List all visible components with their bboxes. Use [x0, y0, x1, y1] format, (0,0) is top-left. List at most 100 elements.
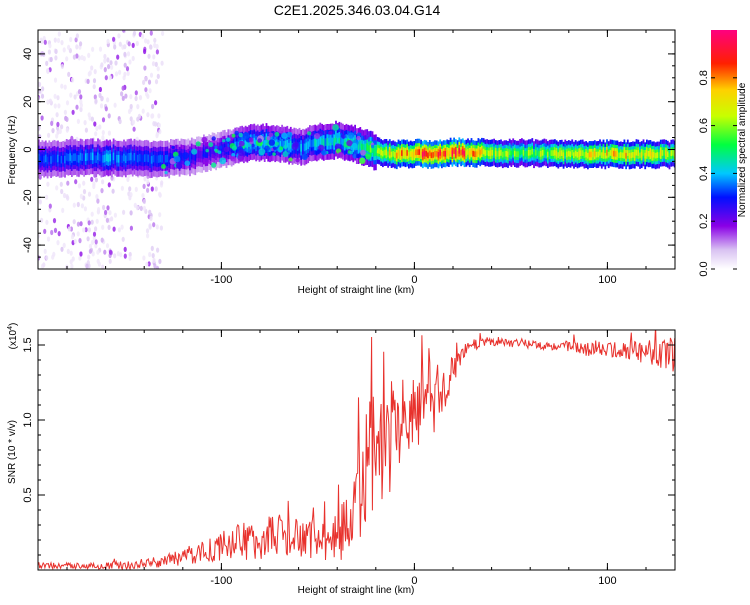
spectrogram-noise-cell — [132, 126, 136, 132]
spectrogram-noise-cell — [72, 202, 76, 208]
spectrogram-band-cell — [307, 141, 310, 149]
spectrogram-noise-cell — [84, 127, 88, 133]
spectrogram-noise-cell — [107, 130, 111, 136]
spectrogram-band-cell — [208, 148, 211, 156]
spectrogram-band-cell — [65, 153, 68, 161]
spectrogram-noise-cell — [154, 100, 158, 106]
spectrogram-band-cell — [621, 152, 624, 159]
spectrogram-band-cell — [335, 134, 337, 143]
spectrogram-band-cell — [199, 150, 202, 159]
spectrogram-noise-cell — [75, 53, 79, 59]
spectrogram-band-cell — [562, 152, 565, 159]
spectrogram-noise-cell — [160, 180, 164, 186]
spectrogram-band-cell — [324, 138, 327, 146]
spectrogram-noise-cell — [69, 92, 73, 98]
spectrogram-band-cell — [639, 152, 641, 159]
spectrogram-blob — [358, 157, 366, 165]
spectrogram-band-cell — [69, 153, 72, 161]
spectrogram-band-cell — [138, 153, 141, 162]
spectrogram-ytick-label: 40 — [22, 48, 34, 60]
spectrogram-noise-cell — [103, 58, 107, 64]
spectrogram-band-cell — [67, 153, 70, 162]
spectrogram-noise-cell — [134, 90, 138, 96]
spectrogram-noise-cell — [72, 54, 76, 60]
spectrogram-band-cell — [340, 136, 343, 145]
spectrogram-blob — [292, 141, 299, 148]
spectrogram-noise-cell — [75, 104, 79, 110]
spectrogram-noise-cell — [108, 258, 112, 264]
spectrogram-noise-cell — [142, 183, 146, 189]
spectrogram-band-cell — [425, 151, 428, 157]
spectrogram-noise-cell — [100, 62, 104, 68]
spectrogram-noise-cell — [126, 51, 131, 57]
spectrogram-noise-cell — [94, 131, 98, 137]
spectrogram-band-cell — [475, 151, 478, 157]
spectrogram-noise-cell — [101, 117, 106, 123]
spectrogram-noise-cell — [114, 71, 119, 77]
spectrogram-band-cell — [95, 155, 98, 163]
spectrogram-band-cell — [137, 154, 139, 163]
spectrogram-band-cell — [503, 150, 506, 157]
spectrogram-band-cell — [140, 154, 143, 163]
spectrogram-noise-cell — [143, 176, 147, 182]
spectrogram-blob — [339, 125, 344, 130]
colorbar: 0.0 0.2 0.4 0.6 0.8 Normalized spectral ampl… — [698, 30, 748, 277]
spectrogram-band-cell — [590, 151, 593, 158]
spectrogram-noise-cell — [120, 224, 124, 230]
spectrogram-noise-cell — [67, 71, 71, 77]
spectrogram-noise-cell — [61, 207, 65, 213]
spectrogram-blob — [321, 150, 327, 156]
spectrogram-band-cell — [121, 155, 124, 164]
spectrogram-noise-cell — [128, 59, 132, 65]
spectrogram-noise-cell — [65, 116, 69, 122]
spectrogram-noise-cell — [86, 236, 90, 242]
spectrogram-noise-cell — [76, 201, 80, 208]
spectrogram-noise-cell — [158, 129, 162, 135]
spectrogram-band-cell — [409, 151, 412, 157]
spectrogram-band-cell — [394, 152, 396, 158]
spectrogram-blob — [247, 148, 253, 154]
spectrogram-noise-cell — [98, 124, 102, 130]
spectrogram-band-cell — [326, 138, 329, 146]
spectrogram-band-cell — [444, 151, 447, 157]
spectrogram-noise-cell — [47, 132, 51, 138]
spectrogram-band-cell — [521, 148, 523, 155]
spectrogram-noise-cell — [69, 259, 73, 265]
spectrogram-band-cell — [505, 150, 508, 157]
spectrogram-band-cell — [566, 151, 568, 158]
spectrogram-blob — [332, 124, 339, 131]
spectrogram-noise-cell — [121, 236, 125, 242]
spectrogram-noise-cell — [146, 179, 150, 185]
spectrogram-band-cell — [482, 148, 485, 155]
spectrogram-band-cell — [378, 148, 381, 154]
spectrogram-noise-cell — [145, 91, 149, 97]
spectrogram-noise-cell — [123, 246, 127, 252]
spectrogram-noise-cell — [97, 207, 101, 213]
spectrogram-band-cell — [406, 150, 409, 156]
spectrogram-noise-cell — [88, 70, 92, 76]
spectrogram-band-cell — [76, 154, 78, 163]
spectrogram-band-cell — [633, 152, 636, 158]
snr-ytick-label: 0.5 — [22, 487, 34, 502]
spectrogram-noise-cell — [38, 199, 42, 205]
spectrogram-band-cell — [43, 155, 45, 164]
spectrogram-noise-cell — [153, 263, 157, 269]
spectrogram-band-cell — [310, 139, 313, 148]
spectrogram-noise-cell — [57, 31, 61, 37]
spectrogram-noise-cell — [142, 198, 146, 205]
spectrogram-band-cell — [442, 150, 445, 157]
spectrogram-noise-cell — [91, 46, 95, 52]
spectrogram-band-cell — [580, 150, 582, 156]
spectrogram-band-cell — [421, 151, 424, 158]
spectrogram-blob — [238, 140, 245, 147]
spectrogram-noise-cell — [106, 38, 110, 45]
spectrogram-noise-cell — [93, 121, 97, 127]
spectrogram-band-cell — [286, 140, 289, 148]
spectrogram-noise-cell — [107, 64, 111, 70]
spectrogram-noise-cell — [79, 41, 83, 47]
spectrogram-noise-cell — [55, 112, 59, 118]
spectrogram-band-cell — [79, 152, 82, 161]
spectrogram-band-cell — [201, 151, 204, 159]
spectrogram-band-cell — [236, 141, 238, 149]
spectrogram-noise-cell — [112, 226, 116, 232]
